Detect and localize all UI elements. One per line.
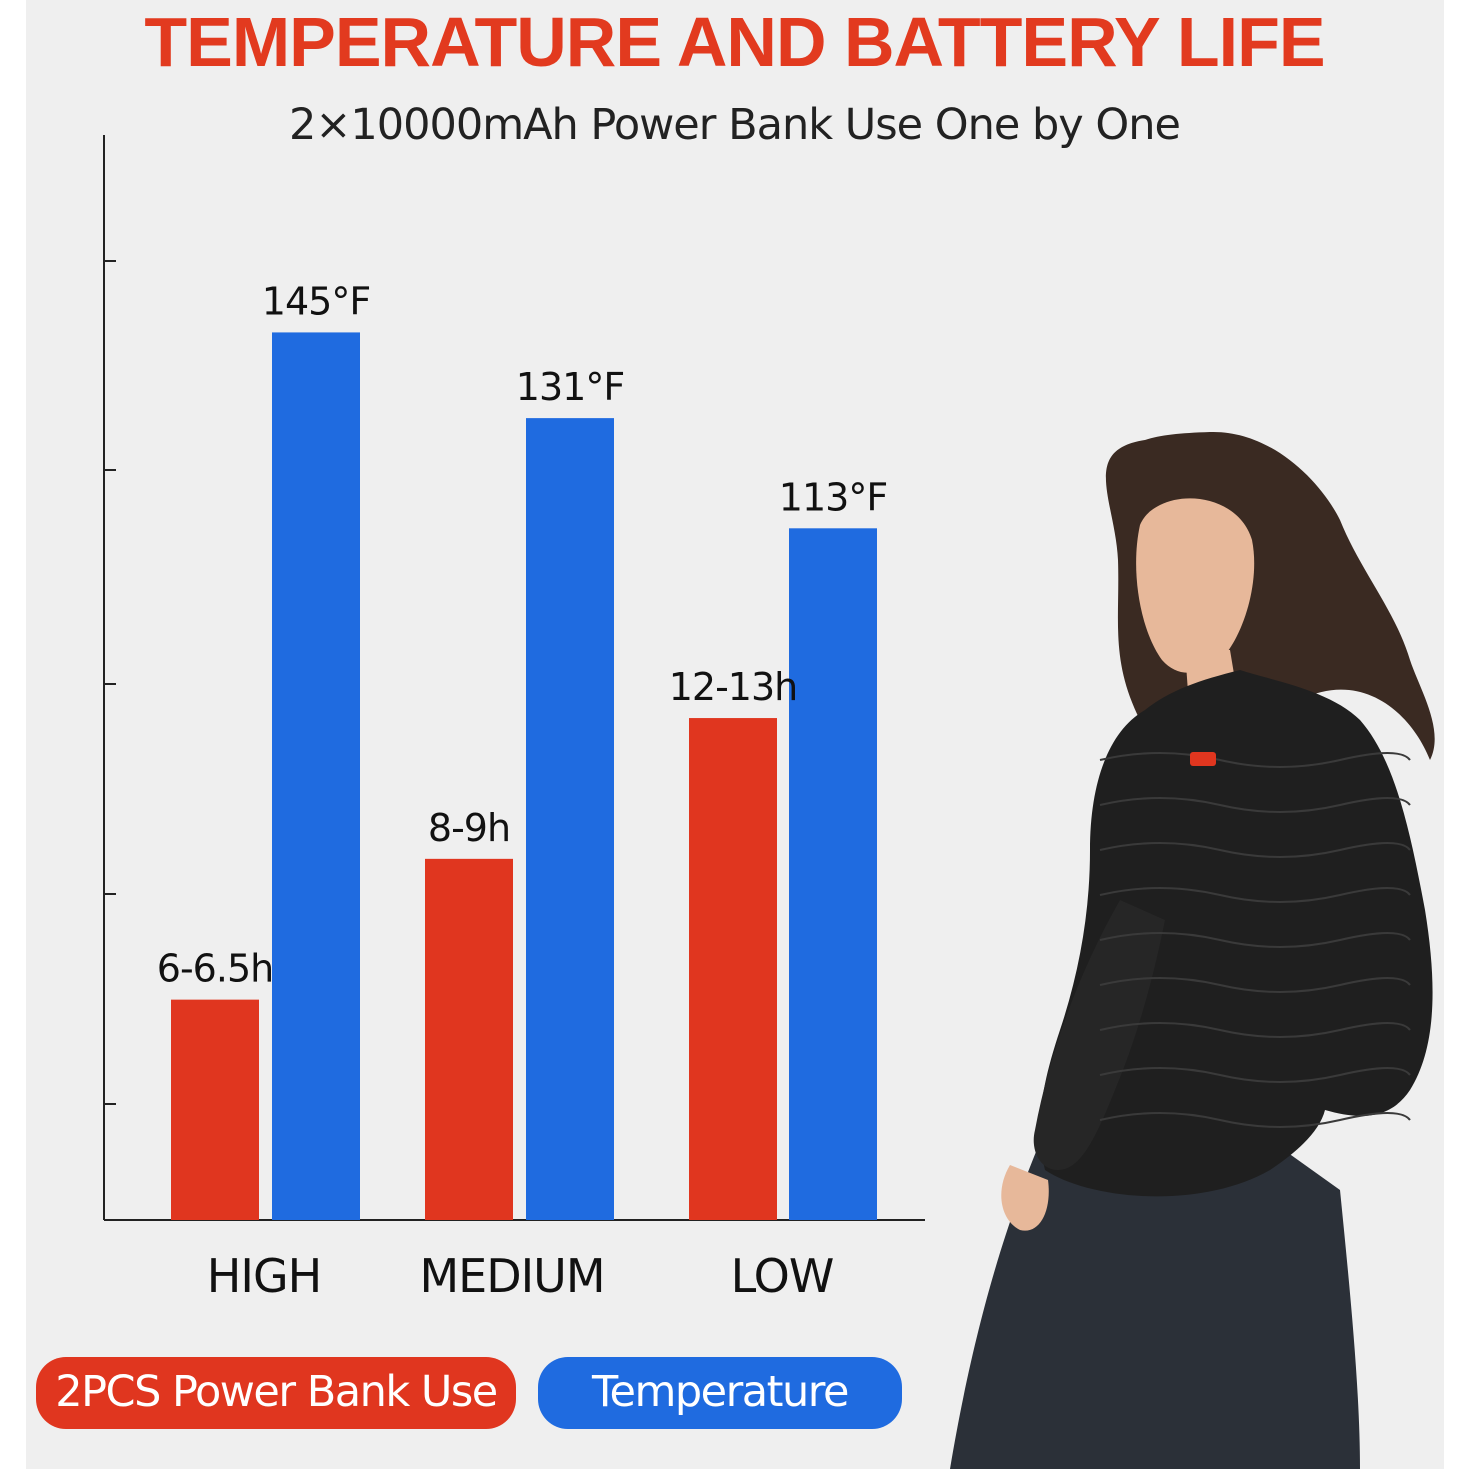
bar-battery	[425, 858, 513, 1220]
chart-x-tick-labels: HIGH MEDIUM LOW	[207, 1249, 835, 1303]
data-label-battery: 8-9h	[428, 806, 510, 850]
hand-shape	[1001, 1165, 1049, 1231]
quilting-line	[1099, 752, 1411, 768]
data-label-temperature: 145°F	[262, 279, 370, 323]
quilting-line	[1099, 1067, 1411, 1083]
x-tick-label: LOW	[731, 1249, 834, 1303]
quilting-line	[1099, 1022, 1411, 1038]
x-tick-label: HIGH	[207, 1249, 321, 1303]
chart-subtitle: 2×10000mAh Power Bank Use One by One	[289, 100, 1181, 150]
legend-temperature: Temperature	[538, 1357, 902, 1429]
model-jacket-illustration	[950, 431, 1435, 1469]
data-label-temperature: 113°F	[779, 475, 887, 519]
heating-logo-badge	[1190, 752, 1216, 766]
chart-bars	[171, 332, 877, 1220]
quilting-line	[1099, 797, 1411, 813]
data-label-battery: 12-13h	[669, 665, 798, 709]
sleeve-shape	[1033, 900, 1165, 1170]
quilting-line	[1099, 932, 1411, 948]
bar-temperature	[272, 332, 360, 1220]
chart-title: TEMPERATURE AND BATTERY LIFE	[144, 3, 1325, 81]
chart-data-labels: 6-6.5h 145°F 8-9h 131°F 12-13h 113°F	[157, 279, 888, 991]
x-tick-label: MEDIUM	[419, 1249, 604, 1303]
bar-battery	[171, 999, 259, 1220]
quilting-line	[1099, 842, 1411, 858]
quilting-line	[1099, 887, 1411, 903]
bar-temperature	[789, 528, 877, 1220]
quilting-line	[1099, 1112, 1411, 1128]
jacket-shape	[1040, 670, 1433, 1197]
face-shape	[1136, 498, 1255, 673]
jacket-quilting	[1099, 752, 1411, 1128]
legend-battery: 2PCS Power Bank Use	[36, 1357, 516, 1429]
jeans-shape	[950, 1130, 1360, 1469]
bar-temperature	[526, 418, 614, 1220]
data-label-temperature: 131°F	[516, 365, 624, 409]
data-label-battery: 6-6.5h	[157, 947, 273, 991]
quilting-line	[1099, 977, 1411, 993]
bar-battery	[689, 718, 777, 1220]
